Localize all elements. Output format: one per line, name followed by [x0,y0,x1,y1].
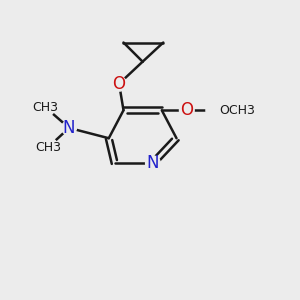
Circle shape [179,103,194,118]
Circle shape [112,76,126,91]
Circle shape [206,97,232,124]
Text: O: O [112,75,126,93]
Circle shape [39,138,58,157]
Circle shape [36,98,55,117]
Circle shape [146,156,160,171]
Text: N: N [147,154,159,172]
Text: N: N [63,119,75,137]
Text: CH3: CH3 [32,101,58,114]
Text: O: O [180,101,193,119]
Circle shape [62,121,76,135]
Text: OCH3: OCH3 [219,104,255,117]
Text: CH3: CH3 [35,141,62,154]
